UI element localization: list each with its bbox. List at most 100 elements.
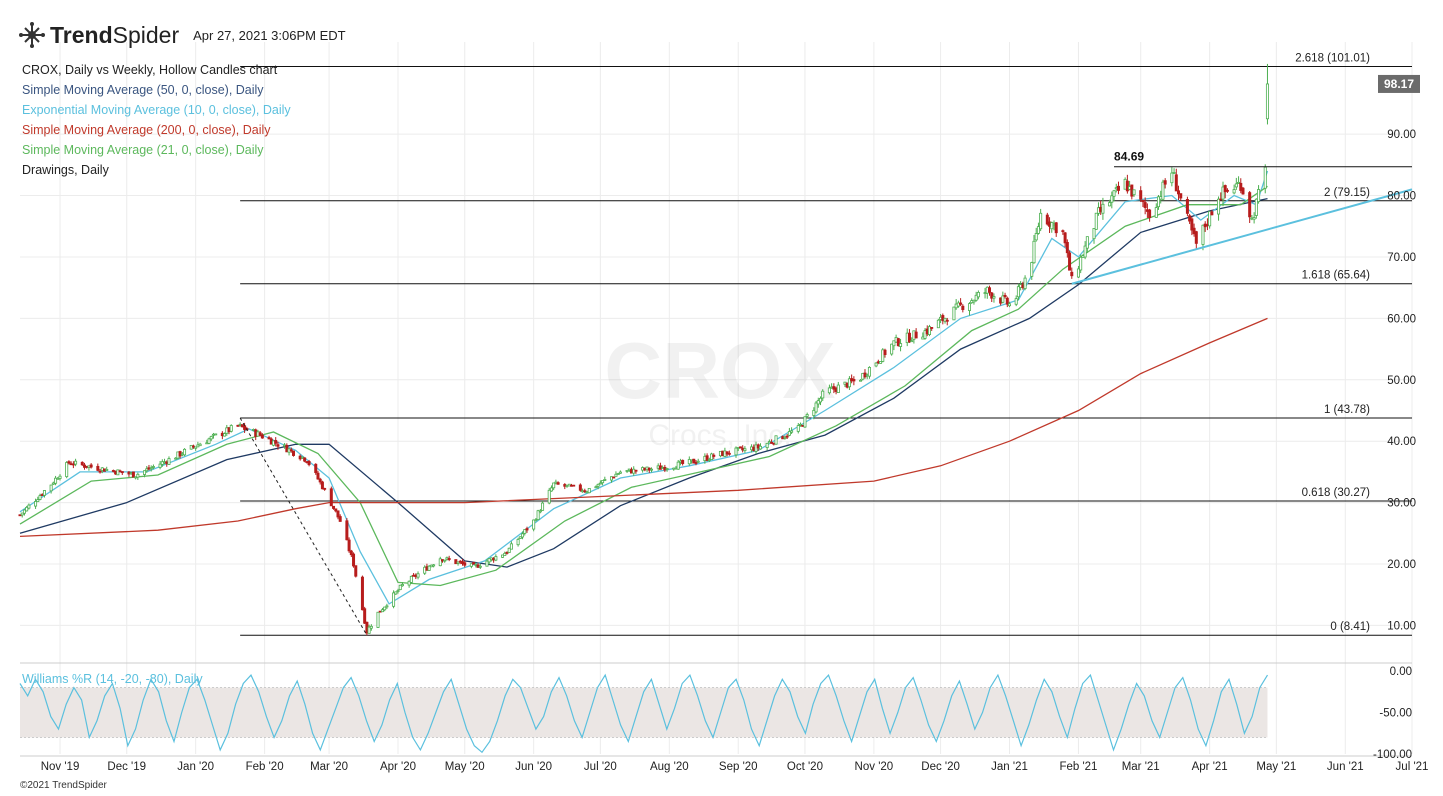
candle-body: [990, 292, 994, 299]
legend-item[interactable]: Simple Moving Average (200, 0, close), D…: [22, 123, 271, 137]
candle-body: [1034, 233, 1038, 241]
candle-body: [785, 435, 789, 438]
time-tick-label: Mar '20: [310, 761, 348, 773]
brand-name[interactable]: TrendSpider: [50, 22, 179, 49]
candle-body: [914, 331, 918, 339]
time-tick-label: Jul '21: [1396, 761, 1429, 773]
candle-body: [438, 558, 442, 567]
time-tick-label: Feb '20: [246, 761, 284, 773]
candle-body: [1108, 202, 1112, 207]
candle-body: [58, 475, 62, 479]
candle-body: [336, 510, 340, 518]
candle-body: [959, 302, 963, 305]
candle-body: [712, 454, 716, 457]
candle-body: [385, 605, 389, 608]
candle-body: [892, 340, 896, 347]
candle-body: [1257, 189, 1261, 203]
legend-item[interactable]: Simple Moving Average (50, 0, close), Da…: [22, 83, 264, 97]
legend-item[interactable]: Drawings, Daily: [22, 163, 109, 177]
candle-body: [1223, 185, 1227, 193]
fib-level-label: 1.618 (65.64): [1302, 270, 1371, 282]
candle-body: [676, 461, 680, 470]
candle-body: [1101, 203, 1105, 214]
candle-body: [96, 465, 100, 471]
candle-body: [1054, 222, 1058, 234]
time-tick-label: Nov '19: [41, 761, 80, 773]
candle-body: [541, 502, 545, 511]
candle-body: [1201, 224, 1205, 245]
candle-body: [687, 459, 691, 465]
legend-item[interactable]: CROX, Daily vs Weekly, Hollow Candles ch…: [22, 63, 278, 77]
brand-name-bold: Trend: [50, 21, 113, 48]
candle-body: [1188, 215, 1192, 222]
candle-body: [650, 468, 654, 471]
candle-body: [447, 558, 451, 560]
indicator-legend: CROX, Daily vs Weekly, Hollow Candles ch…: [22, 60, 291, 180]
candle-body: [814, 402, 818, 413]
candle-body: [158, 463, 162, 468]
candle-body: [349, 550, 353, 556]
candle-body: [332, 505, 336, 509]
candle-body: [1154, 207, 1158, 218]
legend-item[interactable]: Simple Moving Average (21, 0, close), Da…: [22, 143, 264, 157]
candle-body: [634, 469, 638, 472]
candle-body: [1036, 226, 1040, 234]
header: TrendSpider Apr 27, 2021 3:06PM EDT: [18, 20, 346, 50]
candle-body: [1161, 181, 1165, 200]
price-tick-label: 30.00: [1387, 498, 1416, 510]
fib-level-label: 0 (8.41): [1330, 621, 1370, 633]
candle-body: [369, 625, 373, 629]
candle-body: [25, 506, 29, 512]
last-price-value: 98.17: [1384, 77, 1414, 91]
candle-body: [827, 387, 831, 394]
time-tick-label: Apr '20: [380, 761, 416, 773]
candle-body: [1252, 217, 1256, 220]
candle-body: [821, 390, 825, 399]
candle-body: [988, 287, 992, 293]
candle-body: [1254, 198, 1258, 216]
candle-body: [516, 539, 520, 546]
candle-body: [734, 447, 738, 456]
candle-body: [183, 448, 187, 456]
candle-body: [352, 553, 356, 567]
candle-body: [1163, 180, 1167, 185]
candle-body: [596, 483, 600, 487]
candle-body: [1125, 180, 1129, 192]
candle-body: [923, 330, 927, 339]
candle-body: [743, 448, 747, 452]
candle-body: [1063, 232, 1067, 244]
candle-body: [214, 433, 218, 436]
candle-body: [598, 482, 602, 485]
price-tick-label: 40.00: [1387, 436, 1416, 448]
legend-item[interactable]: Exponential Moving Average (10, 0, close…: [22, 103, 291, 117]
candle-body: [427, 565, 431, 571]
candle-body: [896, 338, 900, 347]
candle-body: [329, 488, 333, 507]
candle-body: [392, 592, 396, 607]
candle-body: [1016, 286, 1020, 298]
candle-body: [1192, 227, 1196, 235]
candle-body: [805, 414, 809, 417]
time-tick-label: Jun '21: [1327, 761, 1364, 773]
candle-body: [303, 457, 307, 462]
candle-body: [883, 349, 887, 355]
candle-body: [1132, 189, 1136, 196]
candle-body: [881, 349, 885, 362]
candle-body: [151, 466, 155, 468]
candle-body: [696, 460, 700, 463]
candle-body: [416, 573, 420, 578]
candle-body: [67, 461, 71, 464]
candle-body: [1045, 214, 1049, 225]
fib-level-label: 2.618 (101.01): [1295, 53, 1370, 65]
candle-body: [523, 529, 527, 534]
candle-body: [292, 450, 296, 456]
candle-body: [1234, 183, 1238, 188]
candle-body: [1014, 298, 1018, 305]
candle-body: [1190, 218, 1194, 231]
candle-body: [867, 367, 871, 377]
candle-body: [1239, 182, 1243, 191]
candle-body: [836, 384, 840, 394]
candle-body: [907, 332, 911, 343]
candle-body: [409, 575, 413, 583]
